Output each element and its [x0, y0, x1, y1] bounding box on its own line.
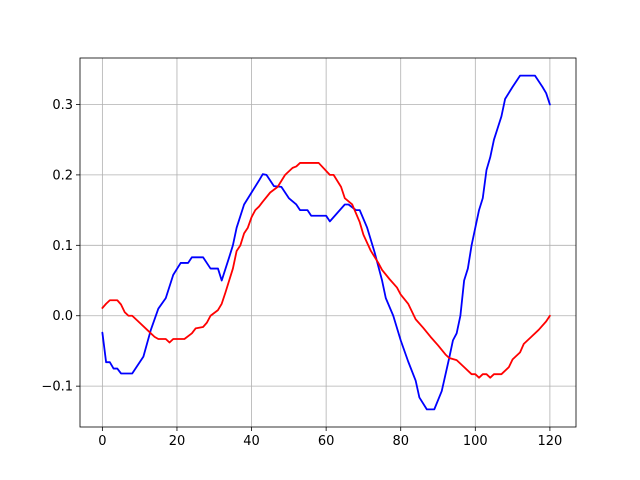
x-tick-label: 40: [243, 434, 260, 449]
axis-ticks: 0 20 40 60 80 100 120 −0.1 0.0 0.1 0.2 0.3: [41, 98, 562, 449]
y-tick-label: −0.1: [41, 380, 73, 395]
x-tick-label: 120: [537, 434, 562, 449]
y-tick-label: 0.1: [52, 239, 73, 254]
series-layer: [101, 74, 551, 411]
y-tick-label: 0.3: [52, 98, 73, 113]
x-tick-label: 20: [169, 434, 186, 449]
y-tick-label: 0.0: [52, 309, 73, 324]
y-tick-label: 0.2: [52, 168, 73, 183]
series-line-1: [101, 74, 551, 411]
x-tick-label: 0: [98, 434, 106, 449]
x-tick-label: 60: [318, 434, 335, 449]
plot-area-frame: [79, 57, 577, 428]
grid: [80, 58, 576, 427]
x-tick-label: 100: [463, 434, 488, 449]
x-tick-label: 80: [392, 434, 409, 449]
series-line-2: [101, 162, 551, 379]
